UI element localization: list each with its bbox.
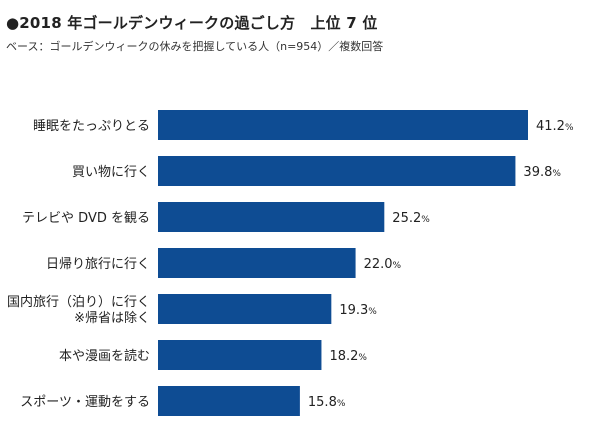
- value-label: 22.0%: [364, 257, 402, 272]
- bar: [158, 156, 516, 186]
- bar: [158, 386, 300, 416]
- chart-title: ●2018 年ゴールデンウィークの過ごし方 上位 7 位: [6, 14, 378, 32]
- value-label: 18.2%: [329, 349, 367, 364]
- value-label: 15.8%: [308, 395, 346, 410]
- value-label: 41.2%: [536, 119, 574, 134]
- bar: [158, 294, 332, 324]
- category-label: テレビや DVD を観る: [22, 211, 150, 226]
- chart-subtitle: ベース：ゴールデンウィークの休みを把握している人（n=954）／複数回答: [6, 40, 384, 53]
- value-label: 25.2%: [392, 211, 430, 226]
- bar: [158, 110, 528, 140]
- value-label: 39.8%: [523, 165, 561, 180]
- bar: [158, 248, 356, 278]
- bar: [158, 202, 385, 232]
- category-label: 睡眠をたっぷりとる: [33, 119, 150, 134]
- category-label: 日帰り旅行に行く: [46, 256, 150, 272]
- category-label: スポーツ・運動をする: [20, 395, 150, 410]
- category-label: 国内旅行（泊り）に行く※帰省は除く: [7, 294, 150, 326]
- value-label: 19.3%: [339, 303, 377, 318]
- category-label: 本や漫画を読む: [59, 348, 150, 364]
- category-label: 買い物に行く: [72, 165, 150, 180]
- bar: [158, 340, 322, 370]
